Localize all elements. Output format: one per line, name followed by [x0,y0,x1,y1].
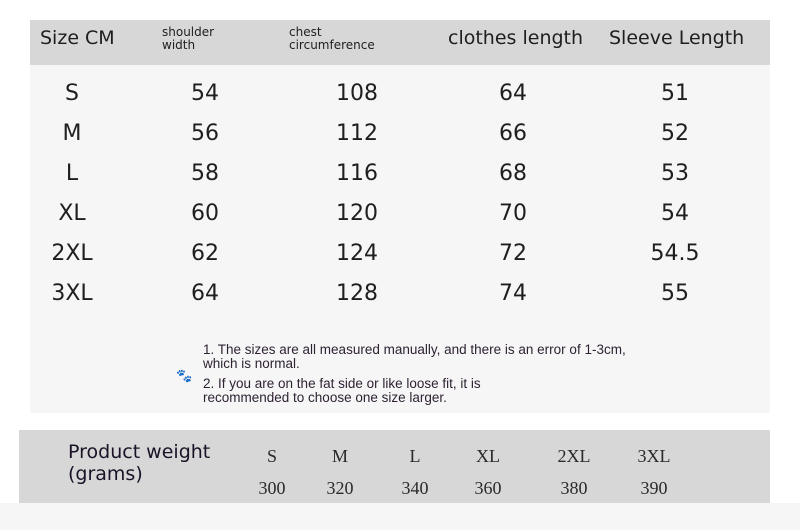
cell-size: S [65,81,79,106]
cell-size: L [65,161,79,186]
weight-size: XL [476,446,500,466]
size-table-body [30,65,770,413]
cell-clothes: 64 [499,81,527,106]
cell-sleeve: 55 [661,281,689,306]
header-shoulder-line2: width [162,38,196,52]
cell-clothes: 72 [499,241,527,266]
size-table-header [30,20,770,65]
weight-size: S [266,446,278,466]
cell-shoulder: 60 [191,201,219,226]
header-size: Size CM [40,27,115,49]
cell-shoulder: 62 [191,241,219,266]
cell-chest: 124 [336,241,378,266]
cell-shoulder: 54 [191,81,219,106]
header-shoulder: shoulder width [162,26,214,52]
header-chest: chest circumference [289,26,375,52]
weight-value: 380 [560,478,588,498]
weight-box [19,430,770,503]
cell-shoulder: 56 [191,121,219,146]
paw-icon: 🐾 [176,369,193,384]
header-chest-line1: chest [289,25,322,39]
header-shoulder-line1: shoulder [162,25,215,39]
weight-label: Product weight (grams) [68,441,210,485]
header-chest-line2: circumference [289,38,375,52]
weight-value: 360 [474,478,502,498]
cell-sleeve: 52 [661,121,689,146]
note-2: 2. If you are on the fat side or like lo… [203,376,481,405]
weight-size: 3XL [637,446,671,466]
cell-chest: 128 [336,281,378,306]
cell-chest: 112 [336,121,378,146]
cell-chest: 108 [336,81,378,106]
cell-sleeve: 54.5 [650,241,700,266]
cell-sleeve: 53 [661,161,689,186]
cell-chest: 120 [336,201,378,226]
cell-shoulder: 58 [191,161,219,186]
weight-value: 340 [401,478,429,498]
bottom-strip [0,503,800,530]
cell-sleeve: 54 [661,201,689,226]
cell-sleeve: 51 [661,81,689,106]
cell-clothes: 66 [499,121,527,146]
cell-size: 2XL [51,241,93,266]
cell-clothes: 68 [499,161,527,186]
cell-chest: 116 [336,161,378,186]
weight-value: 390 [640,478,668,498]
notes: 1. The sizes are all measured manually, … [203,343,633,411]
header-sleeve-length: Sleeve Length [609,27,745,49]
cell-size: M [62,121,82,146]
cell-clothes: 74 [499,281,527,306]
weight-size: M [331,446,349,466]
weight-size: 2XL [557,446,591,466]
weight-value: 320 [326,478,354,498]
header-clothes-length: clothes length [448,27,584,49]
cell-size: XL [58,201,86,226]
weight-size: L [409,446,421,466]
weight-value: 300 [258,478,286,498]
note-1: 1. The sizes are all measured manually, … [203,342,626,371]
weight-label-line2: (grams) [68,463,143,485]
cell-clothes: 70 [499,201,527,226]
cell-shoulder: 64 [191,281,219,306]
weight-label-line1: Product weight [68,441,211,463]
cell-size: 3XL [51,281,93,306]
